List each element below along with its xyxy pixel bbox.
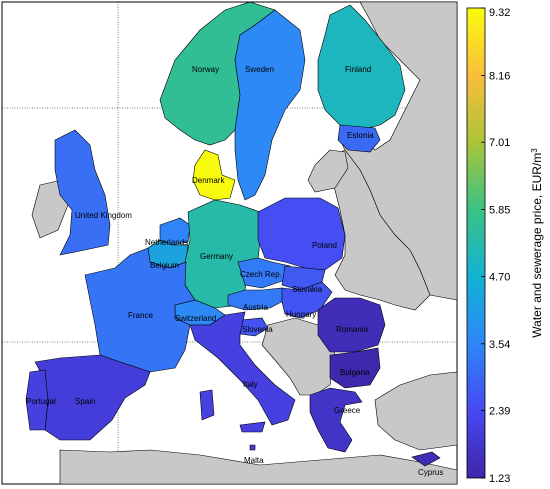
label-france: France	[128, 311, 153, 320]
label-greece: Greece	[334, 406, 361, 415]
colorbar-tick-label: 9.32	[489, 7, 510, 19]
label-denmark: Denmark	[192, 176, 225, 185]
label-slovenia: Slovenia	[242, 325, 273, 334]
label-belgium: Belgium	[150, 261, 179, 270]
country-sweden[interactable]	[234, 9, 306, 201]
colorbar-tick-label: 4.70	[489, 271, 510, 283]
land-latvia-lithuania	[307, 149, 349, 193]
country-poland[interactable]	[257, 197, 346, 271]
colorbar-ticks: 1.23 2.39 3.54 4.70 5.85 7.01 8.16 9.32	[481, 7, 510, 485]
country-greece[interactable]	[309, 387, 363, 453]
label-austria: Austria	[243, 303, 268, 312]
colorbar-tick-label: 3.54	[489, 339, 510, 351]
label-slovakia: Slovakia	[292, 285, 323, 294]
country-italy-sardinia[interactable]	[199, 389, 215, 421]
country-italy-sicily[interactable]	[239, 421, 266, 433]
label-estonia: Estonia	[347, 131, 374, 140]
label-norway: Norway	[192, 65, 219, 74]
country-italy[interactable]	[189, 311, 296, 426]
label-bulgaria: Bulgaria	[340, 368, 370, 377]
land-africa	[59, 449, 458, 485]
country-malta[interactable]	[249, 444, 256, 451]
label-cyprus: Cyprus	[418, 468, 443, 477]
colorbar-gradient	[466, 7, 486, 479]
colorbar-tick-label: 5.85	[489, 205, 510, 217]
label-spain: Spain	[75, 397, 95, 406]
label-czech-rep: Czech Rep.	[240, 270, 282, 279]
country-portugal[interactable]	[25, 369, 49, 431]
colorbar-title: Water and sewerage price, EUR/m3	[530, 148, 544, 338]
country-united-kingdom[interactable]	[54, 129, 111, 256]
label-portugal: Portugal	[26, 397, 56, 406]
colorbar-tick-label: 7.01	[489, 137, 510, 149]
land-belarus-ukraine	[324, 149, 431, 311]
label-united-kingdom: United Kingdom	[75, 211, 132, 220]
label-sweden: Sweden	[245, 65, 274, 74]
country-cyprus[interactable]	[411, 451, 441, 467]
colorbar-tick-label: 1.23	[489, 473, 510, 485]
country-romania[interactable]	[317, 297, 386, 353]
country-estonia[interactable]	[337, 124, 381, 153]
country-labels: Norway Sweden Finland Estonia Denmark Un…	[26, 65, 443, 477]
label-italy: Italy	[243, 380, 258, 389]
country-finland[interactable]	[317, 4, 406, 131]
label-poland: Poland	[312, 241, 337, 250]
no-data-land	[31, 1, 458, 485]
colorbar: 1.23 2.39 3.54 4.70 5.85 7.01 8.16 9.32 Water a…	[466, 7, 544, 485]
label-germany: Germany	[200, 252, 233, 261]
colorbar-tick-label: 8.16	[489, 70, 510, 82]
country-bulgaria[interactable]	[329, 347, 381, 389]
countries-layer	[25, 1, 441, 467]
label-hungary: Hungary	[286, 310, 316, 319]
label-finland: Finland	[345, 65, 371, 74]
colorbar-tick-label: 2.39	[489, 406, 510, 418]
land-turkey	[374, 371, 458, 451]
label-switzerland: Switzerland	[175, 314, 216, 323]
label-malta: Malta	[244, 456, 264, 465]
country-denmark[interactable]	[192, 149, 236, 201]
label-romania: Romania	[336, 325, 369, 334]
label-netherlands: Netherlands	[145, 238, 188, 247]
